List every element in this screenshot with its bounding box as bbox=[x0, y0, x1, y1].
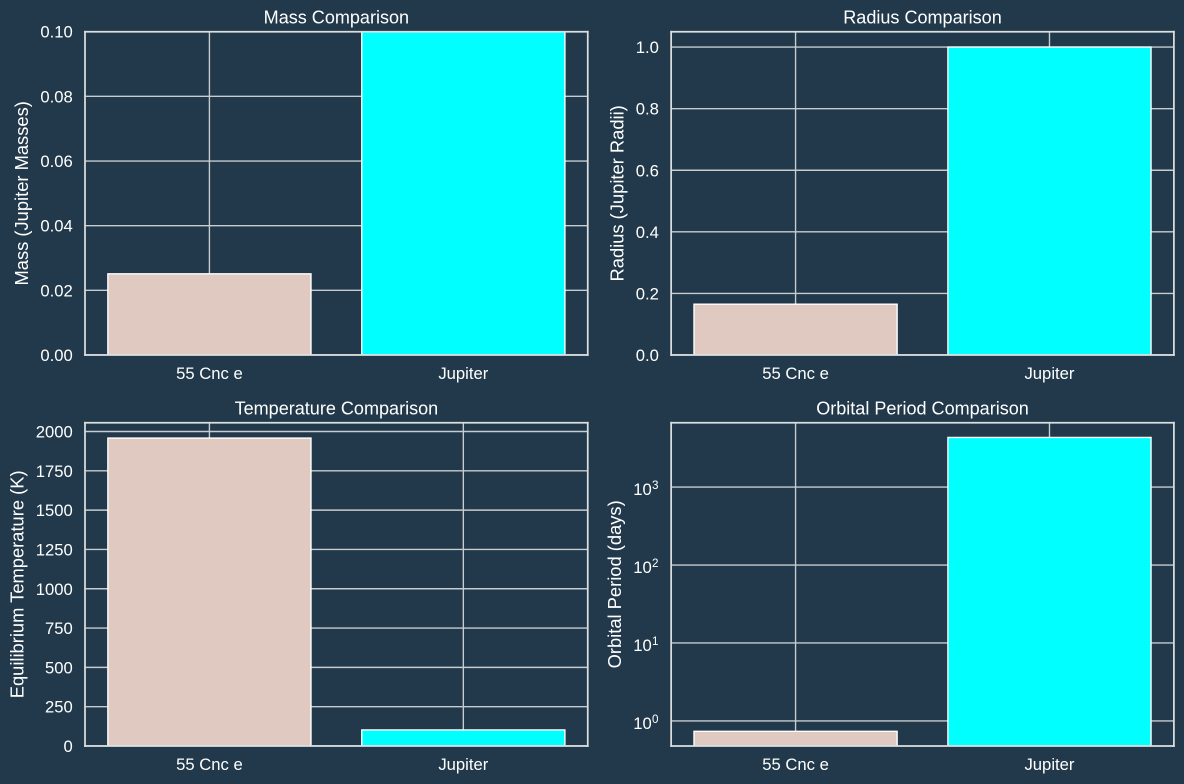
svg-text:1750: 1750 bbox=[36, 462, 73, 481]
svg-text:0.06: 0.06 bbox=[40, 152, 72, 171]
svg-text:0: 0 bbox=[64, 737, 73, 756]
svg-text:0.0: 0.0 bbox=[636, 346, 659, 365]
svg-text:Jupiter: Jupiter bbox=[1024, 364, 1074, 383]
svg-text:1 0 3: 1 0 3 bbox=[633, 475, 658, 500]
svg-text:0.6: 0.6 bbox=[636, 161, 659, 180]
svg-text:Orbital Period Comparison: Orbital Period Comparison bbox=[816, 398, 1029, 418]
svg-text:55 Cnc e: 55 Cnc e bbox=[762, 364, 829, 383]
svg-text:1 0 1: 1 0 1 bbox=[633, 631, 658, 656]
svg-text:0.08: 0.08 bbox=[40, 87, 72, 106]
svg-text:0.10: 0.10 bbox=[40, 23, 72, 42]
svg-text:1.0: 1.0 bbox=[636, 38, 659, 57]
svg-text:Jupiter: Jupiter bbox=[438, 755, 488, 774]
svg-text:1 0 2: 1 0 2 bbox=[633, 553, 658, 578]
svg-text:2000: 2000 bbox=[36, 423, 73, 442]
svg-text:0.2: 0.2 bbox=[636, 284, 659, 303]
svg-text:Equilibrium Temperature (K): Equilibrium Temperature (K) bbox=[7, 470, 28, 698]
svg-text:0.00: 0.00 bbox=[40, 346, 72, 365]
svg-text:750: 750 bbox=[45, 619, 73, 638]
svg-text:500: 500 bbox=[45, 658, 73, 677]
svg-text:Radius (Jupiter Radii): Radius (Jupiter Radii) bbox=[607, 105, 628, 281]
svg-text:Jupiter: Jupiter bbox=[438, 364, 488, 383]
svg-text:0.04: 0.04 bbox=[40, 217, 72, 236]
svg-text:Radius Comparison: Radius Comparison bbox=[843, 7, 1001, 27]
svg-text:1250: 1250 bbox=[36, 540, 73, 559]
svg-text:250: 250 bbox=[45, 698, 73, 717]
svg-text:Orbital Period (days): Orbital Period (days) bbox=[604, 500, 625, 668]
svg-text:1500: 1500 bbox=[36, 501, 73, 520]
svg-text:55 Cnc e: 55 Cnc e bbox=[176, 755, 243, 774]
svg-text:Jupiter: Jupiter bbox=[1024, 755, 1074, 774]
svg-text:1 0 0: 1 0 0 bbox=[633, 709, 659, 734]
svg-text:0.8: 0.8 bbox=[636, 100, 659, 119]
svg-text:1000: 1000 bbox=[36, 580, 73, 599]
svg-text:Temperature Comparison: Temperature Comparison bbox=[235, 398, 439, 418]
svg-text:Mass (Jupiter Masses): Mass (Jupiter Masses) bbox=[11, 101, 32, 285]
svg-text:55 Cnc e: 55 Cnc e bbox=[176, 364, 243, 383]
svg-text:Mass Comparison: Mass Comparison bbox=[264, 7, 409, 27]
svg-text:0.4: 0.4 bbox=[636, 223, 659, 242]
svg-text:0.02: 0.02 bbox=[40, 281, 72, 300]
svg-text:55 Cnc e: 55 Cnc e bbox=[762, 755, 829, 774]
